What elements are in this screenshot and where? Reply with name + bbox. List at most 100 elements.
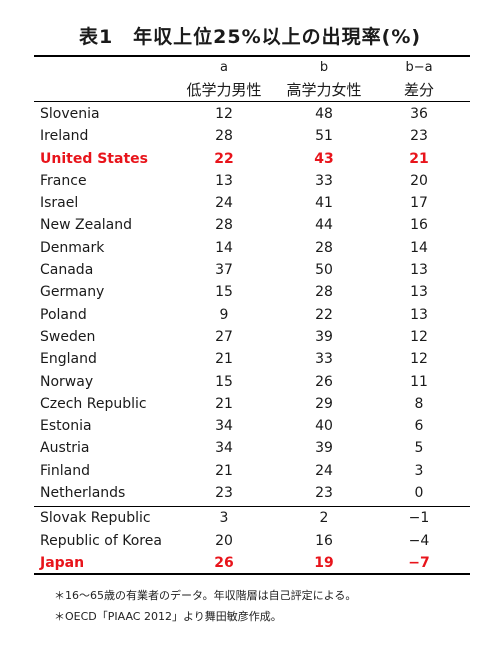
table-row: Republic of Korea 20 16 −4	[34, 530, 470, 552]
col-a-letter: a	[220, 60, 228, 75]
value-b-cell: 22	[315, 306, 333, 323]
header-rule	[34, 101, 470, 102]
value-a-cell: 34	[215, 440, 233, 457]
table-row: Poland 9 22 13	[34, 304, 470, 326]
header-names-row: 低学力男性 高学力女性 差分	[34, 79, 470, 99]
country-cell: France	[40, 172, 87, 189]
diff-cell: 8	[414, 395, 424, 412]
country-cell: Germany	[40, 284, 105, 301]
table-row: Norway 15 26 11	[34, 371, 470, 393]
country-cell: United States	[40, 150, 148, 167]
value-a-cell: 28	[215, 217, 233, 234]
table-row: Austria 34 39 5	[34, 437, 470, 459]
table-row: Estonia 34 40 6	[34, 415, 470, 437]
diff-cell: 14	[410, 239, 428, 256]
value-a-cell: 13	[215, 172, 233, 189]
country-cell: Denmark	[40, 239, 105, 256]
diff-cell: 11	[410, 373, 428, 390]
diff-cell: 23	[410, 128, 428, 145]
table-row: Denmark 14 28 14	[34, 237, 470, 259]
table-body: Slovenia 12 48 36 Ireland 28 51 23 United States…	[34, 103, 470, 574]
diff-cell: 13	[410, 306, 428, 323]
col-b-letter: b	[319, 60, 329, 75]
value-a-cell: 23	[215, 485, 233, 502]
col-diff-letter: b−a	[405, 60, 433, 75]
diff-cell: 0	[414, 485, 424, 502]
table-row: Ireland 28 51 23	[34, 125, 470, 147]
value-a-cell: 28	[215, 128, 233, 145]
country-cell: Finland	[40, 462, 91, 479]
footnote-1: ＊16〜65歳の有業者のデータ。年収階層は自己評定による。	[54, 589, 357, 602]
country-cell: Norway	[40, 373, 94, 390]
value-b-cell: 50	[315, 262, 333, 279]
value-b-cell: 23	[315, 485, 333, 502]
value-a-cell: 37	[215, 262, 233, 279]
diff-cell: 13	[410, 284, 428, 301]
value-b-cell: 33	[315, 351, 333, 368]
value-b-cell: 24	[315, 462, 333, 479]
value-a-cell: 24	[215, 195, 233, 212]
header-letters-row: a b b−a	[34, 60, 470, 78]
diff-cell: 13	[410, 262, 428, 279]
value-b-cell: 48	[315, 106, 333, 122]
col-b-label: 高学力女性	[286, 81, 362, 99]
diff-cell: 5	[414, 440, 424, 457]
country-cell: New Zealand	[40, 217, 132, 234]
country-cell: Ireland	[40, 128, 89, 145]
country-cell: Poland	[40, 306, 87, 323]
diff-cell: −7	[408, 554, 430, 571]
value-b-cell: 26	[315, 373, 333, 390]
value-a-cell: 27	[215, 328, 233, 345]
col-diff-label: 差分	[403, 81, 434, 99]
separator-rule	[34, 506, 470, 507]
value-a-cell: 15	[215, 373, 233, 390]
table-row: Slovak Republic 3 2 −1	[34, 507, 470, 529]
value-a-cell: 20	[215, 532, 233, 549]
table-row: Czech Republic 21 29 8	[34, 393, 470, 415]
value-b-cell: 33	[315, 172, 333, 189]
diff-cell: 6	[414, 418, 424, 435]
diff-cell: 36	[410, 106, 428, 122]
value-b-cell: 41	[315, 195, 333, 212]
country-cell: Czech Republic	[40, 395, 147, 412]
value-b-cell: 16	[315, 532, 333, 549]
diff-cell: 17	[410, 195, 428, 212]
value-b-cell: 28	[315, 239, 333, 256]
value-b-cell: 51	[315, 128, 333, 145]
table-row: Germany 15 28 13	[34, 281, 470, 303]
country-cell: Republic of Korea	[40, 532, 162, 549]
value-a-cell: 26	[214, 554, 234, 571]
value-b-cell: 40	[315, 418, 333, 435]
country-cell: Slovak Republic	[40, 510, 151, 527]
value-a-cell: 21	[215, 351, 233, 368]
col-a-label: 低学力男性	[186, 81, 262, 99]
table-row: United States 22 43 21	[34, 148, 470, 170]
value-a-cell: 15	[215, 284, 233, 301]
diff-cell: −1	[408, 510, 430, 527]
footnote-2: ＊OECD「PIAAC 2012」より舞田敏彦作成。	[54, 610, 282, 623]
value-b-cell: 28	[315, 284, 333, 301]
diff-cell: 21	[409, 150, 429, 167]
country-cell: England	[40, 351, 97, 368]
value-a-cell: 12	[215, 106, 233, 122]
table-row: Israel 24 41 17	[34, 192, 470, 214]
value-b-cell: 2	[319, 510, 329, 527]
value-b-cell: 43	[314, 150, 334, 167]
country-cell: Japan	[40, 554, 85, 571]
bottom-rule	[34, 573, 470, 575]
diff-cell: 20	[410, 172, 428, 189]
value-b-cell: 44	[315, 217, 333, 234]
table-row: Netherlands 23 23 0	[34, 482, 470, 504]
country-cell: Slovenia	[40, 106, 100, 122]
table-row: Canada 37 50 13	[34, 259, 470, 281]
diff-cell: −4	[408, 532, 430, 549]
value-b-cell: 29	[315, 395, 333, 412]
value-b-cell: 39	[315, 440, 333, 457]
value-a-cell: 34	[215, 418, 233, 435]
table-row: New Zealand 28 44 16	[34, 214, 470, 236]
table-row: Japan 26 19 −7	[34, 552, 470, 574]
diff-cell: 16	[410, 217, 428, 234]
value-a-cell: 21	[215, 395, 233, 412]
table-title: 表1 年収上位25%以上の出現率(%)	[78, 26, 422, 48]
value-a-cell: 3	[219, 510, 229, 527]
